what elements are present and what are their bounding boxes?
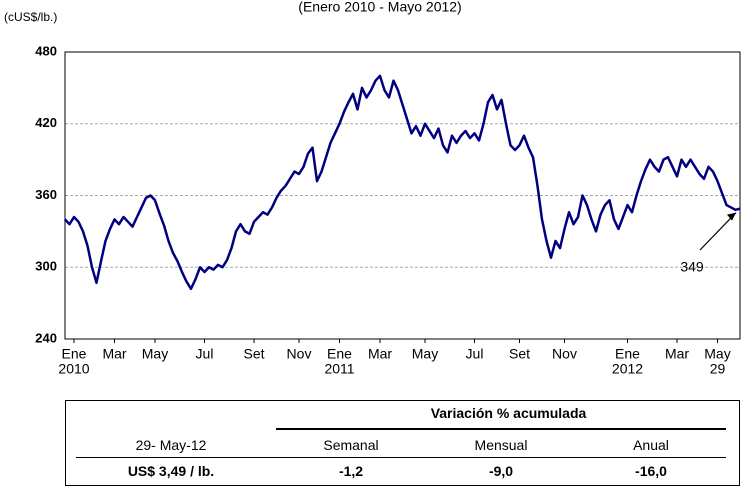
- header-cell: 29- May-12: [135, 437, 207, 453]
- x-tick-label: Mar: [665, 346, 689, 362]
- x-tick-label: Mar: [102, 346, 126, 362]
- y-axis-label: (cUS$/lb.): [4, 10, 57, 24]
- row-cell: US$ 3,49 / lb.: [127, 463, 215, 479]
- row-cell: -1,2: [338, 463, 364, 479]
- header-cell: Anual: [633, 437, 669, 453]
- x-tick-label: May: [142, 346, 168, 362]
- row-cell: -9,0: [488, 463, 514, 479]
- chart: (Enero 2010 - Mayo 2012) (cUS$/lb.) 240 3…: [4, 0, 741, 377]
- x-tick-label: Nov: [287, 346, 312, 362]
- x-tick-label: Ene: [327, 346, 352, 362]
- x-tick-label: Jul: [196, 346, 214, 362]
- plot-border: [64, 51, 741, 340]
- annotation: 349: [680, 259, 704, 275]
- rule: [276, 428, 726, 430]
- x-tick-sublabel: 29: [710, 361, 726, 377]
- y-tick-label: 420: [35, 115, 57, 130]
- x-tick-label: Nov: [552, 346, 577, 362]
- x-tick-label: May: [412, 346, 438, 362]
- x-tick-label: Ene: [615, 346, 640, 362]
- chart-title: (Enero 2010 - Mayo 2012): [298, 0, 461, 15]
- x-tick-sublabel: 2010: [58, 361, 89, 377]
- header-cell: Mensual: [474, 437, 528, 453]
- x-tick-label: Mar: [368, 346, 392, 362]
- x-tick-sublabel: 2012: [612, 361, 643, 377]
- x-tick-label: Set: [509, 346, 530, 362]
- x-tick-label: Ene: [62, 346, 87, 362]
- table: Variación % acumulada 29- May-12 Semanal…: [65, 400, 740, 486]
- y-tick-label: 480: [35, 43, 57, 58]
- x-tick-label: Set: [243, 346, 264, 362]
- x-tick-label: May: [704, 346, 730, 362]
- header-cell: Semanal: [323, 437, 379, 453]
- x-tick-sublabel: 2011: [324, 361, 354, 377]
- x-tick-label: Jul: [466, 346, 484, 362]
- group-header: Variación % acumulada: [430, 405, 587, 421]
- annotation-arrow: [699, 212, 737, 251]
- rule: [76, 457, 726, 458]
- arrow-head: [727, 212, 736, 221]
- y-tick-label: 240: [35, 330, 57, 345]
- line: [64, 74, 741, 291]
- y-tick-label: 360: [35, 187, 57, 202]
- y-tick-label: 300: [35, 259, 57, 274]
- row-cell: -16,0: [635, 463, 667, 479]
